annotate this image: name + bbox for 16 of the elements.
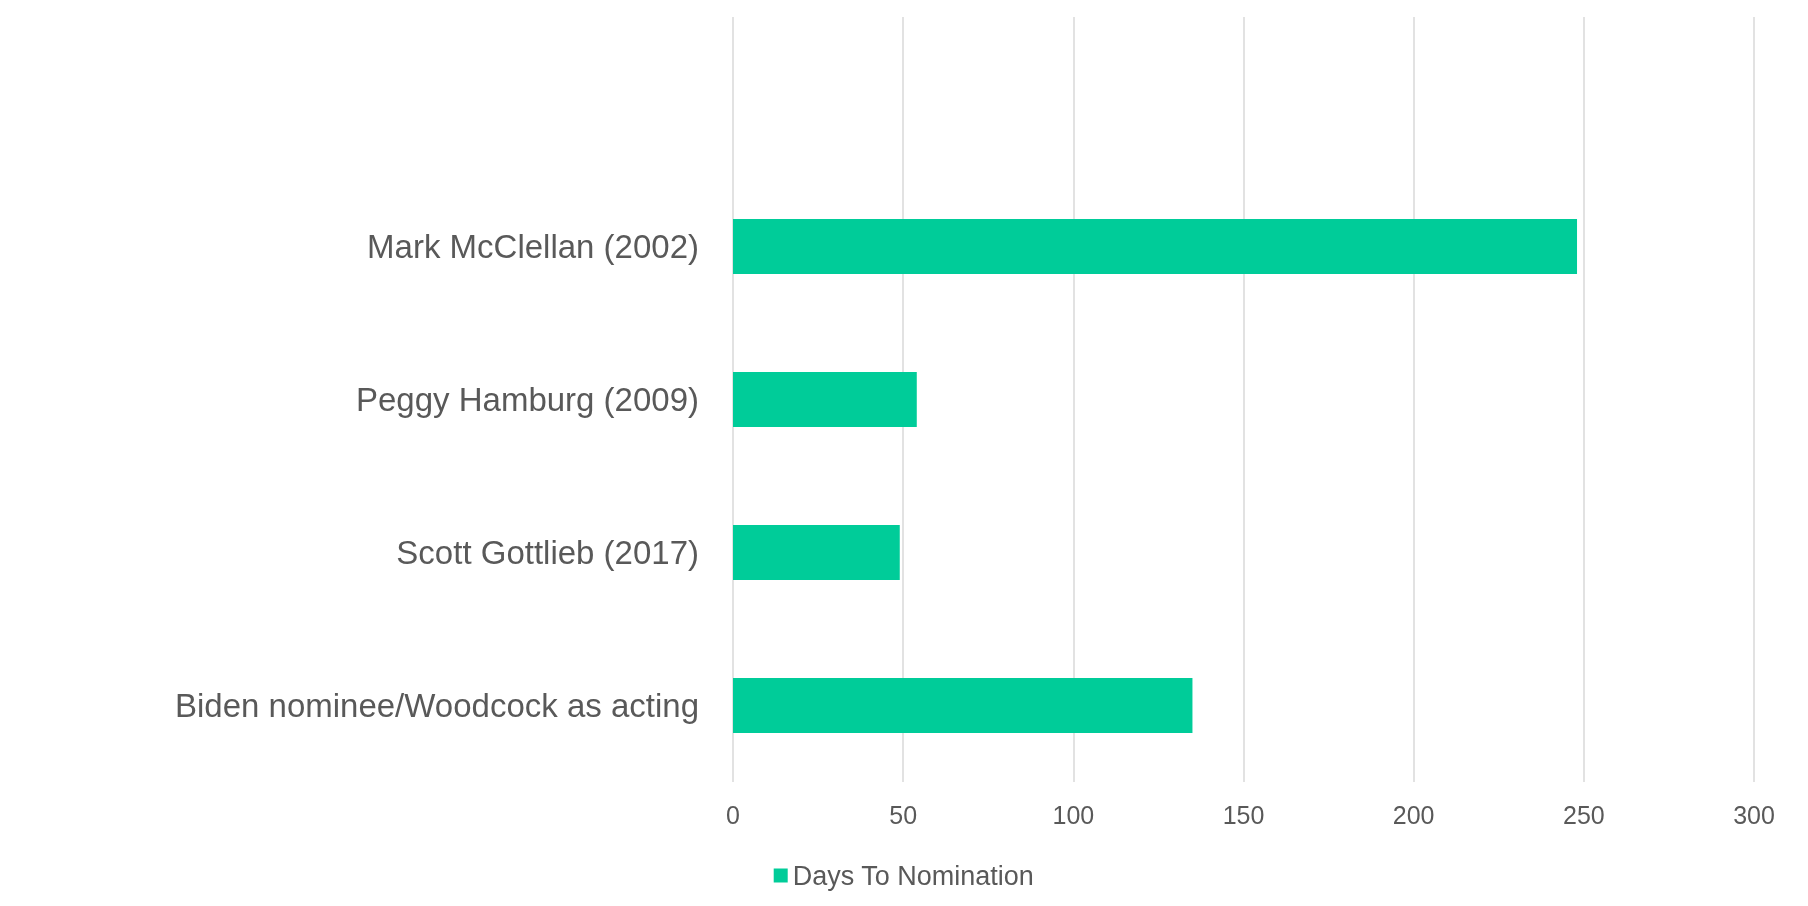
x-tick-label: 300: [1733, 800, 1775, 829]
bar: [733, 677, 1193, 734]
x-tick-label: 50: [889, 800, 918, 829]
legend-label: Days To Nomination: [792, 860, 1034, 891]
x-tick-label: 0: [726, 800, 740, 829]
bar: [733, 524, 900, 581]
y-tick-label: Peggy Hamburg (2009): [355, 381, 699, 418]
bar: [733, 371, 917, 428]
y-tick-label: Biden nominee/Woodcock as acting: [174, 687, 699, 724]
x-tick-label: 200: [1392, 800, 1435, 829]
bar: [733, 218, 1578, 275]
x-tick-label: 100: [1052, 800, 1095, 829]
x-tick-label: 250: [1562, 800, 1605, 829]
x-tick-label: 150: [1222, 800, 1265, 829]
y-tick-label: Mark McClellan (2002): [367, 228, 699, 265]
y-tick-label: Scott Gottlieb (2017): [396, 534, 699, 571]
